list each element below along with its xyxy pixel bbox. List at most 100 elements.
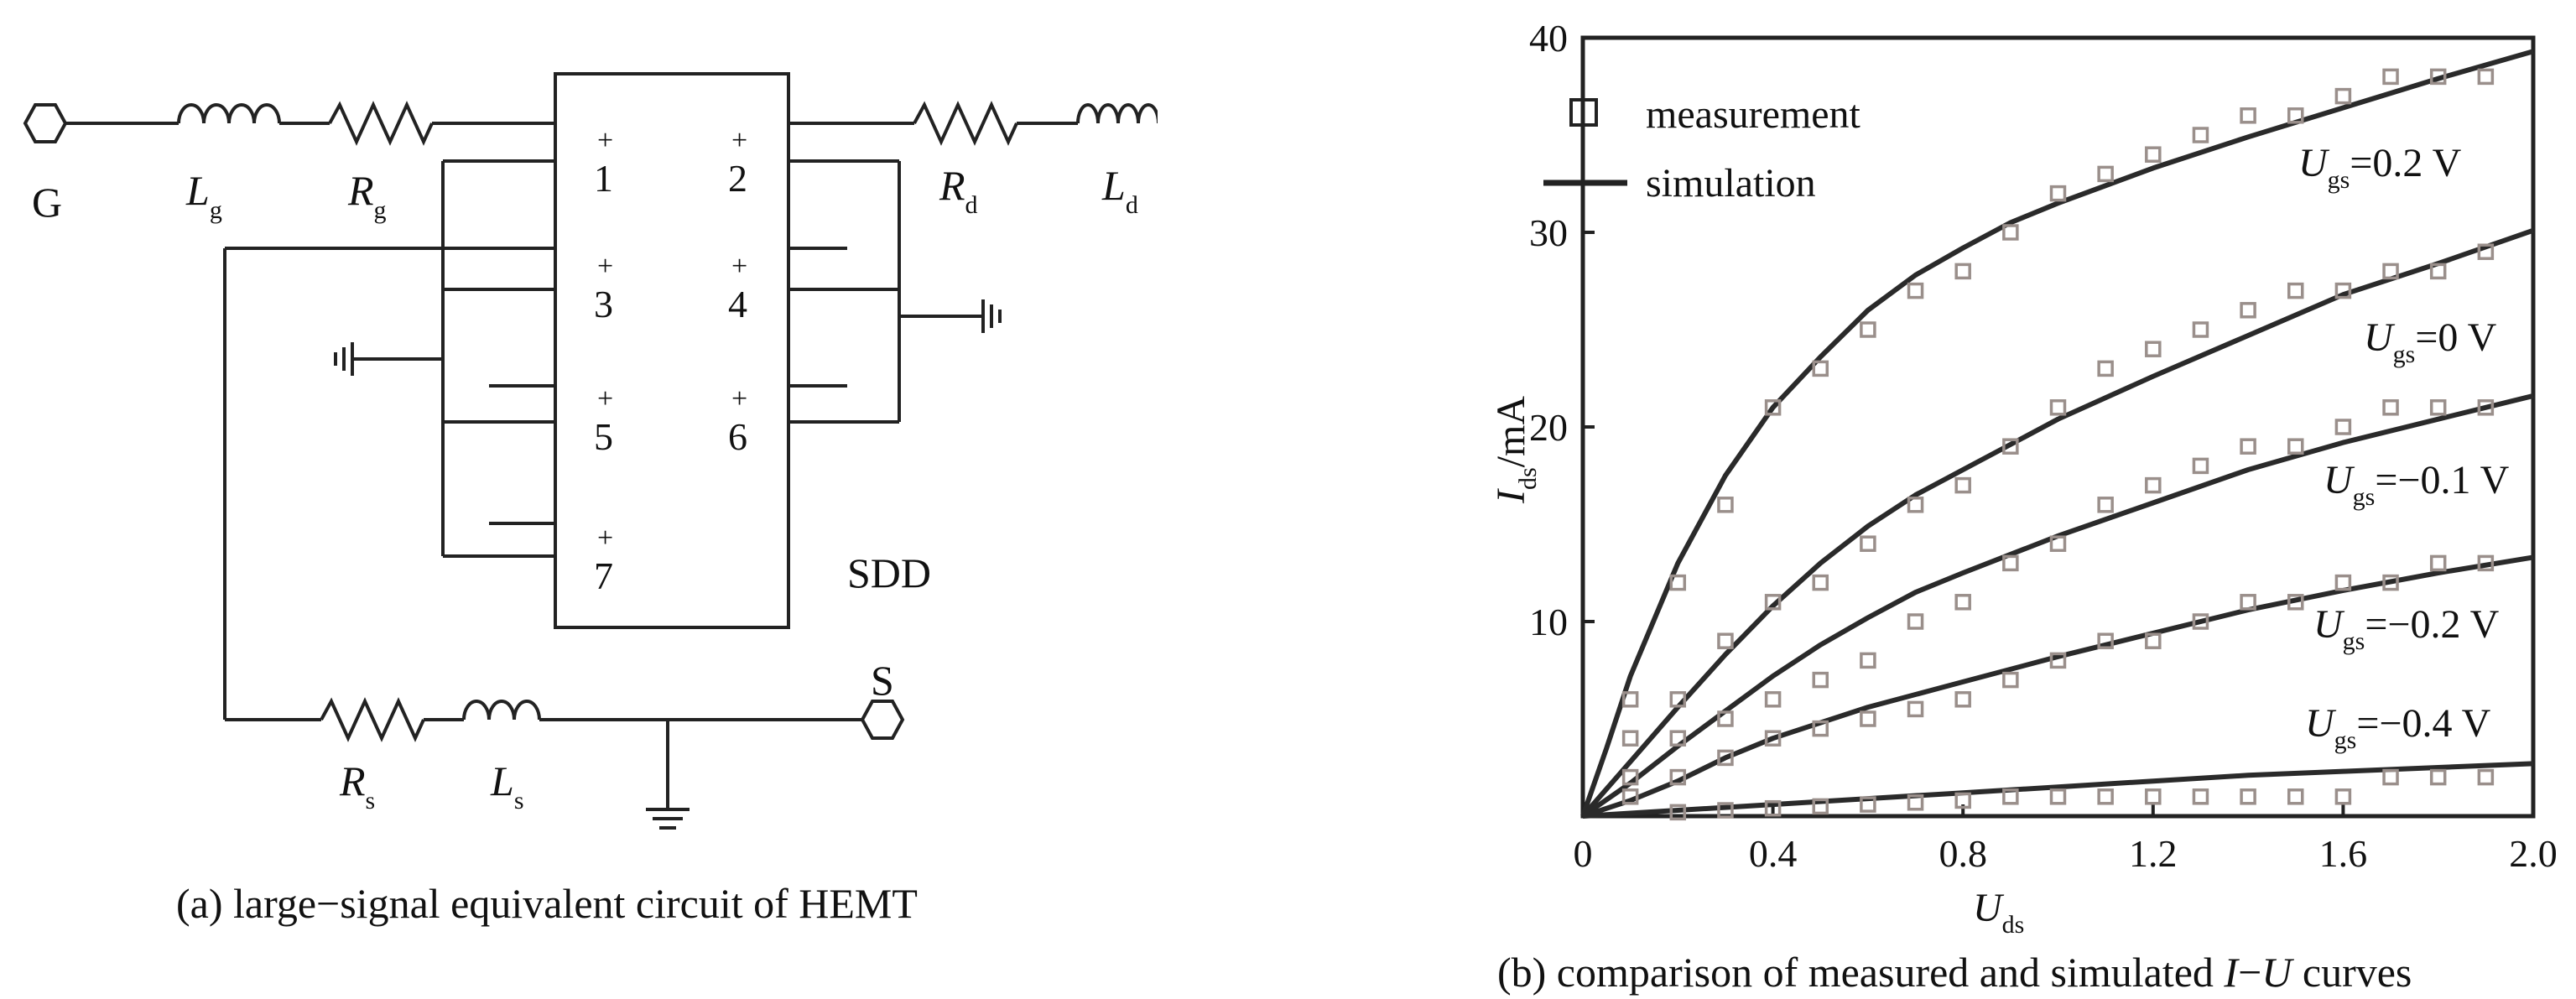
measurement-point	[2382, 399, 2399, 416]
chart-tick-labels: 0 0.4 0.8 1.2 1.6 2.0 10 20 30 40	[1529, 17, 2558, 875]
measurement-point	[1621, 788, 1639, 805]
measurement-point	[2240, 302, 2256, 319]
measurement-point	[2192, 127, 2209, 143]
measurement-point	[2382, 574, 2399, 591]
measurement-point	[2145, 146, 2162, 163]
measurement-point	[2240, 107, 2256, 124]
measurement-point	[1860, 535, 1876, 552]
rg-label: Rg	[347, 167, 387, 224]
measurement-point	[1669, 768, 1687, 786]
measurement-point	[2477, 68, 2495, 86]
y-tick-label: 20	[1529, 406, 1568, 449]
x-tick-label: 1.6	[2319, 832, 2368, 875]
circuit-caption: (a) large−signal equivalent circuit of H…	[176, 880, 918, 927]
rs-resistor	[320, 697, 425, 742]
measurement-point	[1907, 613, 1924, 630]
ls-label: Ls	[490, 757, 524, 814]
y-axis-title: Ids/mA	[1489, 396, 1542, 504]
measurement-point	[2240, 438, 2256, 455]
measurement-point	[2334, 282, 2352, 299]
measurement-point	[2002, 224, 2019, 241]
measurement-point	[1860, 710, 1876, 727]
port-3-plus: +	[597, 251, 613, 282]
port-4: 4	[728, 283, 747, 325]
left-port-wires	[334, 159, 555, 558]
measurement-point	[2477, 768, 2495, 786]
measurement-point	[2429, 263, 2447, 280]
legend-measurement-marker	[1569, 98, 1598, 127]
measurement-point	[2145, 788, 2162, 805]
ld-label: Ld	[1101, 162, 1138, 219]
chart-caption: (b) comparison of measured and simulated…	[1497, 949, 2412, 996]
y-tick-label: 40	[1529, 17, 1568, 60]
port-5: 5	[594, 415, 613, 458]
measurement-point	[1907, 794, 1924, 811]
measurement-point	[1812, 798, 1829, 815]
measurement-point	[2002, 554, 2019, 572]
simulation-line-1	[1580, 227, 2534, 818]
measurement-point	[1860, 652, 1876, 669]
series-labels: Ugs=0.2 V Ugs=0 V Ugs=−0.1 V Ugs=−0.2 V …	[2298, 141, 2510, 754]
measurement-point	[1907, 497, 1924, 513]
port-4-plus: +	[731, 251, 747, 282]
gate-terminal	[23, 103, 68, 143]
measurement-point	[1764, 691, 1782, 708]
measurement-point	[1764, 799, 1782, 817]
measurement-point	[2334, 87, 2352, 105]
measurement-point	[1954, 792, 1971, 809]
drain-wires	[788, 101, 1158, 146]
measurement-point	[1812, 671, 1829, 689]
lg-inductor	[177, 103, 281, 124]
port-1-plus: +	[597, 125, 613, 156]
measurement-point	[1669, 730, 1687, 747]
measurement-point	[1669, 691, 1687, 708]
series-label-2: Ugs=−0.1 V	[2324, 458, 2510, 511]
port-5-plus: +	[597, 383, 613, 414]
measurement-point	[2334, 419, 2352, 435]
measurement-point	[2287, 594, 2304, 611]
measurement-point	[2097, 497, 2114, 513]
measurement-point	[2382, 68, 2399, 86]
measurement-point	[1907, 700, 1924, 718]
hemt-equivalent-circuit: G D S Lg Rg Rd Ld Rs Ls SDD + 1 + 2 + 3 …	[23, 72, 1158, 830]
measurement-point	[1954, 691, 1971, 708]
measurement-point	[2002, 438, 2019, 455]
source-label: S	[871, 657, 894, 704]
measurement-point	[2477, 399, 2495, 416]
measurement-point	[2477, 243, 2495, 260]
measurement-point	[2287, 788, 2304, 805]
port-labels: + 1 + 2 + 3 + 4 + 5 + 6 + 7	[594, 125, 747, 597]
rd-resistor	[913, 101, 1018, 146]
measurement-point	[1812, 720, 1829, 737]
measurement-point	[2287, 107, 2304, 124]
port-2: 2	[728, 157, 747, 200]
measurement-point	[1621, 691, 1639, 708]
gate-wires	[65, 101, 555, 146]
measurement-point	[1717, 710, 1734, 727]
measurement-point	[2002, 671, 2019, 689]
measurement-point	[2049, 788, 2067, 805]
measurement-point	[1669, 804, 1687, 821]
measurement-point	[1954, 594, 1971, 611]
measurement-point	[2429, 399, 2447, 416]
series-label-4: Ugs=−0.4 V	[2305, 701, 2491, 754]
series-label-1: Ugs=0 V	[2364, 315, 2497, 368]
measurement-point	[1717, 802, 1734, 819]
measurement-point	[2429, 768, 2447, 786]
port-2-plus: +	[731, 125, 747, 156]
simulation-line-2	[1581, 393, 2534, 819]
measurement-points	[1621, 68, 2495, 821]
legend-measurement-label: measurement	[1646, 92, 1861, 137]
x-axis-title: Uds	[1973, 886, 2024, 939]
measurement-point	[2097, 360, 2114, 377]
measurement-point	[2192, 788, 2209, 805]
measurement-point	[2429, 554, 2447, 572]
right-port-wires	[788, 159, 1002, 424]
measurement-point	[2049, 185, 2067, 202]
measurement-point	[2192, 321, 2209, 338]
measurement-point	[1812, 360, 1829, 377]
port-7-plus: +	[597, 523, 613, 554]
chart-axes	[1580, 35, 2536, 819]
measurement-point	[1669, 574, 1687, 591]
x-tick-label: 2.0	[2509, 832, 2558, 875]
